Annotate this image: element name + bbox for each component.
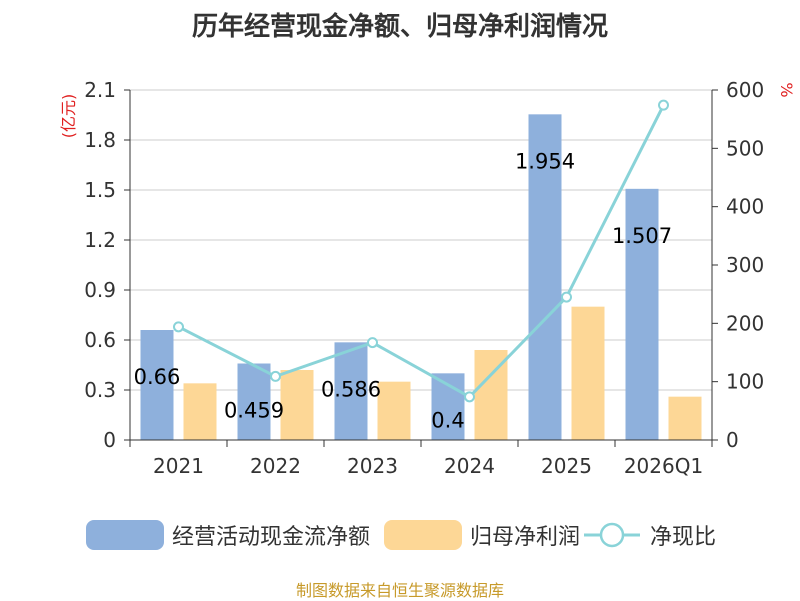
x-tick-label: 2025 xyxy=(541,454,592,478)
bar-cashflow xyxy=(528,114,562,440)
legend-item-ratio[interactable]: 净现比 xyxy=(582,518,716,552)
legend-swatch-profit xyxy=(384,520,462,550)
right-tick-label: 300 xyxy=(726,253,764,277)
x-tick-label: 2023 xyxy=(347,454,398,478)
right-tick-label: 100 xyxy=(726,370,764,394)
ratio-point xyxy=(658,99,669,111)
ratio-point xyxy=(561,291,572,303)
right-axis-unit: % xyxy=(777,82,796,97)
bar-profit xyxy=(183,383,217,440)
legend-label-profit: 归母净利润 xyxy=(470,525,581,550)
x-tick-label: 2021 xyxy=(153,454,204,478)
legend: 经营活动现金流净额 归母净利润 净现比 xyxy=(0,518,800,554)
chart-plot: 0 0.3 0.6 0.9 1.2 1.5 1.8 2.1 0 100 200 300 400 500 60… xyxy=(59,78,796,478)
legend-item-cashflow[interactable]: 经营活动现金流净额 xyxy=(86,518,370,552)
bar-cashflow xyxy=(625,188,659,440)
data-label-cashflow: 0.459 xyxy=(224,399,284,423)
left-tick-label: 0.6 xyxy=(84,328,116,352)
left-axis-unit: (亿元) xyxy=(59,94,78,139)
left-tick-label: 0.9 xyxy=(84,278,116,302)
data-label-cashflow: 0.66 xyxy=(134,365,181,389)
ratio-point xyxy=(270,370,281,382)
ratio-line xyxy=(173,99,669,403)
ratio-point xyxy=(464,391,475,403)
chart-title: 历年经营现金净额、归母净利润情况 xyxy=(191,12,608,42)
left-tick-label: 1.8 xyxy=(84,128,116,152)
left-tick-label: 1.5 xyxy=(84,178,116,202)
bar-profit xyxy=(377,381,411,440)
bars xyxy=(140,114,702,440)
bar-cashflow xyxy=(334,342,368,440)
data-label-cashflow: 1.507 xyxy=(612,224,672,248)
left-tick-label: 0.3 xyxy=(84,378,116,402)
ratio-point xyxy=(367,337,378,349)
legend-label-cashflow: 经营活动现金流净额 xyxy=(172,525,371,550)
bar-profit xyxy=(280,370,314,440)
data-label-cashflow: 1.954 xyxy=(515,149,575,173)
right-tick-label: 0 xyxy=(726,428,739,452)
legend-label-ratio: 净现比 xyxy=(650,525,717,550)
bar-cashflow xyxy=(140,330,174,440)
left-tick-label: 2.1 xyxy=(84,78,116,102)
x-tick-label: 2026Q1 xyxy=(624,454,703,478)
right-tick-label: 200 xyxy=(726,311,764,335)
ratio-point xyxy=(173,321,184,333)
right-tick-label: 400 xyxy=(726,195,764,219)
ratio-line-path xyxy=(177,104,665,399)
grid-lines xyxy=(130,89,712,391)
bar-profit xyxy=(668,396,702,440)
tick-labels: 0 0.3 0.6 0.9 1.2 1.5 1.8 2.1 0 100 200 300 400 500 60… xyxy=(84,78,764,478)
x-tick-label: 2022 xyxy=(250,454,301,478)
legend-swatch-cashflow xyxy=(86,520,164,550)
left-tick-label: 0 xyxy=(103,428,116,452)
left-tick-label: 1.2 xyxy=(84,228,116,252)
data-label-cashflow: 0.586 xyxy=(321,377,381,401)
x-tick-label: 2024 xyxy=(444,454,495,478)
legend-item-profit[interactable]: 归母净利润 xyxy=(384,518,580,552)
bar-profit xyxy=(571,306,605,440)
bar-cashflow xyxy=(237,363,271,440)
axes xyxy=(124,89,718,447)
right-tick-label: 600 xyxy=(726,78,764,102)
legend-swatch-ratio xyxy=(584,522,640,548)
right-tick-label: 500 xyxy=(726,136,764,160)
data-label-cashflow: 0.4 xyxy=(431,408,464,432)
data-labels: 0.66 0.459 0.586 0.4 1.954 1.507 xyxy=(134,149,672,432)
source-note: 制图数据来自恒生聚源数据库 xyxy=(295,581,504,600)
